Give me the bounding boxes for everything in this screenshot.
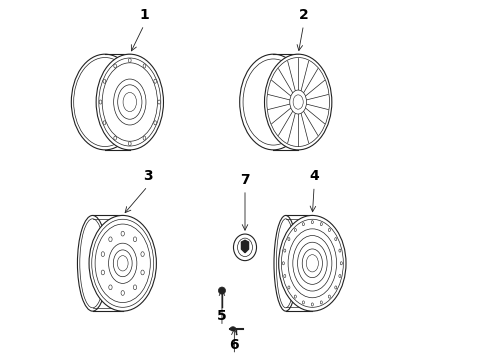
- Ellipse shape: [328, 295, 330, 298]
- Text: 6: 6: [229, 338, 239, 352]
- Ellipse shape: [340, 262, 343, 265]
- Text: 3: 3: [143, 170, 152, 184]
- Ellipse shape: [154, 79, 156, 83]
- Ellipse shape: [233, 234, 257, 261]
- Ellipse shape: [103, 79, 106, 83]
- Ellipse shape: [306, 255, 318, 272]
- Ellipse shape: [311, 303, 313, 306]
- Ellipse shape: [95, 224, 150, 302]
- Ellipse shape: [141, 252, 144, 257]
- Ellipse shape: [274, 215, 297, 311]
- Ellipse shape: [114, 136, 117, 140]
- Ellipse shape: [320, 222, 322, 226]
- Ellipse shape: [114, 64, 117, 68]
- Ellipse shape: [302, 249, 322, 278]
- Ellipse shape: [102, 63, 157, 141]
- Ellipse shape: [118, 85, 142, 119]
- Ellipse shape: [284, 249, 286, 252]
- Ellipse shape: [284, 274, 286, 278]
- Ellipse shape: [109, 285, 112, 290]
- Ellipse shape: [128, 58, 131, 62]
- Ellipse shape: [89, 215, 156, 311]
- Text: 4: 4: [309, 170, 319, 184]
- Ellipse shape: [240, 54, 307, 150]
- Ellipse shape: [238, 238, 252, 257]
- Ellipse shape: [339, 249, 341, 252]
- Ellipse shape: [101, 270, 104, 275]
- Ellipse shape: [154, 121, 156, 125]
- Ellipse shape: [282, 262, 284, 265]
- Ellipse shape: [133, 237, 137, 242]
- Ellipse shape: [311, 221, 313, 224]
- Ellipse shape: [335, 286, 337, 289]
- Ellipse shape: [121, 231, 124, 236]
- Ellipse shape: [290, 90, 307, 114]
- Ellipse shape: [143, 136, 146, 140]
- Ellipse shape: [158, 100, 160, 104]
- Ellipse shape: [293, 235, 332, 291]
- Ellipse shape: [293, 95, 303, 109]
- Ellipse shape: [230, 327, 236, 331]
- Ellipse shape: [109, 243, 137, 283]
- Ellipse shape: [117, 256, 128, 271]
- Ellipse shape: [133, 285, 137, 290]
- Polygon shape: [242, 240, 248, 253]
- Text: 5: 5: [217, 310, 227, 324]
- Ellipse shape: [335, 238, 337, 241]
- Ellipse shape: [113, 250, 132, 277]
- Ellipse shape: [123, 93, 137, 112]
- Ellipse shape: [328, 229, 330, 231]
- Ellipse shape: [103, 121, 106, 125]
- Ellipse shape: [294, 229, 296, 231]
- Ellipse shape: [302, 301, 304, 304]
- Text: 2: 2: [298, 8, 308, 22]
- Ellipse shape: [288, 238, 290, 241]
- Ellipse shape: [297, 242, 327, 284]
- Ellipse shape: [96, 54, 164, 150]
- Ellipse shape: [320, 301, 322, 304]
- Text: 1: 1: [139, 8, 149, 22]
- Ellipse shape: [77, 215, 108, 311]
- Ellipse shape: [288, 286, 290, 289]
- Circle shape: [219, 287, 225, 294]
- Ellipse shape: [101, 252, 104, 257]
- Ellipse shape: [109, 237, 112, 242]
- Ellipse shape: [302, 222, 304, 226]
- Ellipse shape: [99, 100, 102, 104]
- Ellipse shape: [265, 54, 332, 150]
- Ellipse shape: [288, 229, 337, 298]
- Ellipse shape: [143, 64, 146, 68]
- Ellipse shape: [339, 274, 341, 278]
- Ellipse shape: [141, 270, 144, 275]
- Ellipse shape: [128, 141, 131, 146]
- Ellipse shape: [114, 79, 146, 125]
- Text: 7: 7: [240, 173, 250, 187]
- Ellipse shape: [121, 291, 124, 295]
- Ellipse shape: [294, 295, 296, 298]
- Ellipse shape: [72, 54, 139, 150]
- Ellipse shape: [279, 215, 346, 311]
